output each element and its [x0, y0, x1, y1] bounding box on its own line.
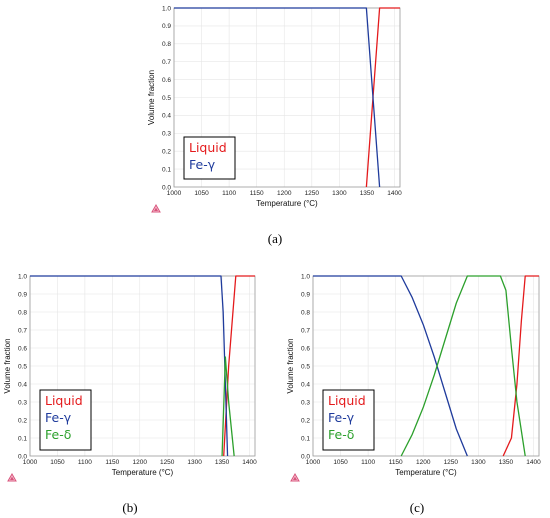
y-tick-label: 0.0 [18, 453, 27, 460]
legend: Liquid Fe-γ Fe-δ [39, 389, 92, 451]
y-tick-label: 0.0 [162, 184, 171, 191]
x-tick-label: 1000 [23, 459, 38, 466]
plot-frame [312, 275, 540, 457]
x-tick-label: 1400 [526, 459, 541, 466]
x-tick-label: 1200 [277, 190, 292, 197]
x-axis-label: Temperature (°C) [256, 199, 318, 208]
y-tick-label: 0.4 [18, 381, 27, 388]
y-tick-label: 0.4 [301, 381, 310, 388]
y-tick-label: 0.2 [18, 417, 27, 424]
y-tick-label: 0.7 [18, 327, 27, 334]
legend-entry: Liquid [189, 140, 227, 155]
legend-entry: Fe-δ [328, 427, 354, 442]
legend-entry: Fe-γ [328, 410, 355, 425]
y-tick-label: 1.0 [162, 5, 171, 12]
x-tick-label: 1250 [160, 459, 175, 466]
x-tick-label: 1000 [306, 459, 321, 466]
series-line-fe [313, 275, 468, 457]
legend-box [322, 389, 375, 451]
x-tick-label: 1000 [167, 190, 182, 197]
x-tick-label: 1150 [250, 190, 264, 197]
y-tick-label: 0.3 [162, 131, 171, 138]
series-line-fe [221, 356, 235, 457]
y-tick-label: 0.2 [162, 149, 171, 156]
y-tick-label: 0.5 [162, 95, 171, 102]
x-tick-label: 1250 [305, 190, 320, 197]
x-tick-label: 1200 [416, 459, 431, 466]
y-tick-label: 0.8 [301, 309, 310, 316]
y-tick-label: 0.1 [162, 166, 171, 173]
x-tick-label: 1200 [133, 459, 148, 466]
panel-caption: (b) [122, 500, 137, 515]
x-tick-label: 1350 [360, 190, 375, 197]
x-tick-label: 1300 [187, 459, 202, 466]
legend-entry: Liquid [328, 393, 366, 408]
x-tick-label: 1300 [471, 459, 486, 466]
x-tick-label: 1150 [389, 459, 403, 466]
y-tick-label: 0.5 [18, 363, 27, 370]
legend-box [39, 389, 92, 451]
x-tick-label: 1050 [333, 459, 348, 466]
y-tick-label: 0.5 [301, 363, 310, 370]
software-logo-icon [151, 203, 161, 213]
legend: Liquid Fe-γ [183, 136, 236, 180]
y-tick-label: 0.9 [18, 291, 27, 298]
chart-panel-b: 1000 1050 1100 1150 1200 1250 1300 1350 1400 0.0 0… [3, 273, 257, 515]
y-tick-label: 0.6 [301, 345, 310, 352]
legend-entry: Fe-γ [189, 157, 216, 172]
series-line-liquid [502, 275, 539, 457]
x-tick-label: 1100 [361, 459, 375, 466]
x-tick-label: 1350 [215, 459, 230, 466]
software-logo-icon [7, 472, 17, 482]
y-tick-label: 0.9 [162, 23, 171, 30]
x-tick-label: 1100 [78, 459, 92, 466]
x-tick-label: 1050 [194, 190, 209, 197]
x-tick-label: 1150 [105, 459, 119, 466]
legend-entry: Fe-γ [45, 410, 72, 425]
x-tick-label: 1050 [50, 459, 65, 466]
y-tick-label: 0.8 [18, 309, 27, 316]
y-tick-label: 0.3 [18, 399, 27, 406]
series-line-fe [30, 275, 229, 457]
y-tick-label: 1.0 [18, 273, 27, 280]
y-tick-label: 0.3 [301, 399, 310, 406]
chart-panel-a: 1000 1050 1100 1150 1200 1250 1300 1350 1400 0.0 0… [147, 5, 402, 246]
series-line-fe [400, 275, 526, 457]
panel-caption: (a) [268, 231, 282, 246]
y-tick-label: 0.2 [301, 417, 310, 424]
legend-box [183, 136, 236, 180]
x-tick-label: 1350 [499, 459, 514, 466]
y-tick-label: 0.1 [18, 435, 27, 442]
y-axis-label: Volume fraction [3, 338, 12, 393]
x-tick-label: 1400 [242, 459, 257, 466]
legend: Liquid Fe-γ Fe-δ [322, 389, 375, 451]
panel-caption: (c) [410, 500, 424, 515]
x-tick-label: 1300 [332, 190, 347, 197]
legend-entry: Liquid [45, 393, 83, 408]
y-tick-label: 0.4 [162, 113, 171, 120]
series-line-liquid [365, 7, 400, 188]
y-tick-label: 0.8 [162, 41, 171, 48]
software-logo-icon [290, 472, 300, 482]
x-axis-label: Temperature (°C) [395, 468, 457, 477]
legend-entry: Fe-δ [45, 427, 71, 442]
x-tick-label: 1100 [222, 190, 236, 197]
y-axis-label: Volume fraction [286, 338, 295, 393]
y-tick-label: 0.6 [162, 77, 171, 84]
x-tick-label: 1250 [444, 459, 459, 466]
y-tick-label: 0.1 [301, 435, 310, 442]
y-tick-label: 0.9 [301, 291, 310, 298]
y-tick-label: 0.7 [162, 59, 171, 66]
y-axis-label: Volume fraction [147, 70, 156, 125]
x-axis-label: Temperature (°C) [112, 468, 174, 477]
y-tick-label: 0.0 [301, 453, 310, 460]
y-tick-label: 1.0 [301, 273, 310, 280]
chart-panel-c: 1000 1050 1100 1150 1200 1250 1300 1350 1400 0.0 0… [286, 273, 541, 515]
y-tick-label: 0.6 [18, 345, 27, 352]
x-tick-label: 1400 [387, 190, 402, 197]
series-line-fe [174, 7, 381, 188]
y-tick-label: 0.7 [301, 327, 310, 334]
